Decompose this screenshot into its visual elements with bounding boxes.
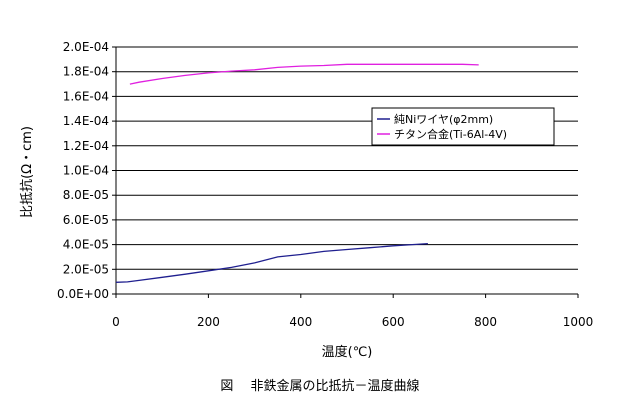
x-tick-label-1: 200 (197, 315, 220, 329)
x-axis-title: 温度(℃) (322, 344, 373, 360)
series-line-0 (115, 242, 428, 283)
series-lines (115, 63, 479, 283)
x-tick-labels: 0 200 400 600 800 1000 (112, 315, 593, 329)
x-tick-label-2: 400 (289, 315, 312, 329)
figure-caption: 図 非鉄金属の比抵抗－温度曲線 (220, 379, 420, 394)
y-axis-title: 比抵抗(Ω・cm) (20, 126, 35, 218)
y-tick-label-10: 2.0E-04 (63, 40, 109, 54)
x-tick-label-4: 800 (474, 315, 497, 329)
resistivity-chart: 0.0E+00 2.0E-05 4.0E-05 6.0E-05 8.0E-05 1.0E-… (20, 40, 593, 360)
legend: 純Niワイヤ(φ2mm)チタン合金(Ti-6Al-4V) (371, 107, 555, 146)
legend-box (371, 107, 555, 146)
y-tick-label-0: 0.0E+00 (57, 287, 109, 301)
y-tick-label-5: 1.0E-04 (63, 164, 109, 178)
y-tick-labels: 0.0E+00 2.0E-05 4.0E-05 6.0E-05 8.0E-05 1.0E-… (57, 40, 109, 301)
series-line-1 (129, 63, 479, 85)
y-tick-label-9: 1.8E-04 (63, 65, 109, 79)
y-tick-label-3: 6.0E-05 (63, 213, 109, 227)
x-tick-label-0: 0 (112, 315, 120, 329)
gridlines (116, 46, 578, 295)
legend-label-1: チタン合金(Ti-6Al-4V) (394, 127, 507, 141)
x-tick-label-3: 600 (382, 315, 405, 329)
legend-label-0: 純Niワイヤ(φ2mm) (394, 113, 493, 126)
axes (112, 46, 579, 298)
y-tick-label-6: 1.2E-04 (63, 139, 109, 153)
y-tick-label-2: 4.0E-05 (63, 238, 109, 252)
y-tick-label-8: 1.6E-04 (63, 89, 109, 103)
y-tick-label-7: 1.4E-04 (63, 114, 109, 128)
y-tick-label-4: 8.0E-05 (63, 188, 109, 202)
y-tick-label-1: 2.0E-05 (63, 262, 109, 276)
x-tick-label-5: 1000 (563, 315, 594, 329)
